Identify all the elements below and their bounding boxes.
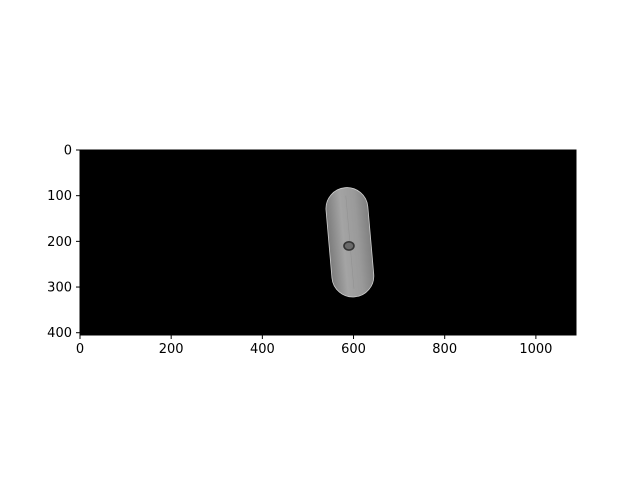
x-tick-label: 0 xyxy=(76,342,84,357)
capsule-marker xyxy=(343,241,355,251)
plot-image-background xyxy=(80,150,576,335)
y-tick-label: 100 xyxy=(47,189,72,204)
y-tick-label: 300 xyxy=(47,281,72,296)
image-layer xyxy=(325,187,375,298)
x-tick-label: 800 xyxy=(432,342,457,357)
y-tick-label: 400 xyxy=(47,326,72,341)
x-tick-label: 200 xyxy=(159,342,184,357)
x-tick-label: 600 xyxy=(341,342,366,357)
x-axis: 0 200 400 600 800 1000 xyxy=(76,335,552,357)
x-tick-label: 400 xyxy=(250,342,275,357)
y-tick-label: 0 xyxy=(64,144,72,159)
y-axis: 0 100 200 300 400 xyxy=(47,144,80,341)
y-tick-label: 200 xyxy=(47,235,72,250)
axes-frame xyxy=(79,149,577,336)
x-tick-label: 1000 xyxy=(519,342,552,357)
